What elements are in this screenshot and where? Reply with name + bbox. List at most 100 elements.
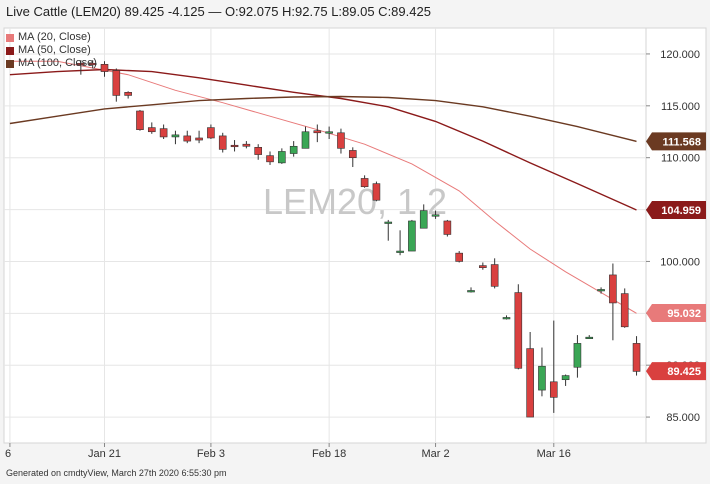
price-label-text: 89.425 [667,366,701,378]
candle-body [431,214,440,217]
y-tick-label: 85.000 [666,412,700,424]
candle-body [301,131,310,149]
candle-body [254,147,262,155]
candle-body [183,135,192,142]
candlesticks [77,60,641,418]
candle-body [467,290,475,293]
candle [455,251,463,263]
legend-item-ma20[interactable]: MA (20, Close) [6,31,97,44]
candle [112,68,121,102]
candle [479,262,487,270]
price-labels: 111.568 104.959 95.032 89.425 [646,132,706,381]
candle [254,144,262,160]
price-label-tag [646,200,706,219]
x-tick-label: Feb 3 [197,448,225,460]
candle [124,91,132,99]
candle [372,181,381,202]
candle-body [136,110,144,130]
candle-body [88,62,97,66]
candle-body [348,150,357,158]
candle [171,130,180,145]
candle-body [396,250,404,253]
candle-body [490,264,499,287]
candle-body [159,128,168,138]
candle [325,126,333,140]
candle-body [124,92,132,96]
x-tick-label: Mar 16 [537,448,571,460]
candle-body [419,210,428,229]
candle [502,315,511,320]
candle [620,288,629,328]
legend: MA (20, Close) MA (50, Close) MA (100, C… [6,31,97,70]
price-label: 89.425 [646,362,706,381]
candle [301,126,310,149]
candle-body [112,70,121,96]
candle-body [549,381,558,398]
chart-title: Live Cattle (LEM20) 89.425 -4.125 — O:92… [6,4,431,19]
ma-line-20 [9,60,637,314]
candle-body [561,375,570,381]
y-tick-label: 110.000 [661,153,700,165]
candle [467,287,475,293]
x-tick-label: Mar 2 [421,448,449,460]
candle [100,61,109,77]
candle [490,258,499,289]
legend-item-ma100[interactable]: MA (100, Close) [6,57,97,70]
legend-swatch [6,46,14,55]
candle-body [337,132,345,149]
candle [207,124,215,140]
candle-body [171,134,180,138]
candle [266,151,274,165]
candle [396,230,404,256]
candle-body [455,252,463,262]
candle-body [77,62,85,66]
candle [526,331,534,418]
candle [585,335,594,339]
legend-swatch [6,33,14,42]
candle [88,60,97,69]
y-tick-label: 120.000 [660,49,700,61]
candle [147,122,156,134]
legend-label: MA (50, Close) [18,44,91,56]
candle-body [609,274,617,304]
axis-area [645,27,707,444]
candle-body [585,336,594,339]
legend-swatch [6,59,14,68]
candle-body [195,137,203,141]
candle [289,141,298,157]
candle-body [372,183,381,201]
candle-body [526,348,534,418]
candle [136,109,144,131]
candle [597,287,605,294]
candle-body [230,144,239,148]
candle [218,132,227,153]
candle-body [597,289,605,292]
candle [514,284,523,370]
candle-body [443,220,452,235]
candle [632,336,641,376]
price-label-tag [646,303,706,322]
candle [384,219,393,241]
candle [561,374,570,386]
candle [573,335,582,378]
candle [230,140,239,152]
watermark: LEM20, 1,2 [263,181,447,222]
candle [195,130,203,144]
candle-body [278,151,286,164]
candle-body [384,221,393,224]
moving-average-lines [9,60,637,314]
y-tick-label: 115.000 [661,101,700,113]
price-label-text: 111.568 [662,136,701,148]
candle-body [632,343,641,372]
candle [183,130,192,144]
candle [337,128,345,154]
candle-body [147,127,156,133]
price-label: 104.959 [646,200,706,219]
candle [538,347,546,397]
candle-body [408,220,416,252]
x-tick-label: Jan 21 [88,448,121,460]
candle-body [242,143,251,147]
legend-item-ma50[interactable]: MA (50, Close) [6,44,97,57]
candle [313,124,322,143]
